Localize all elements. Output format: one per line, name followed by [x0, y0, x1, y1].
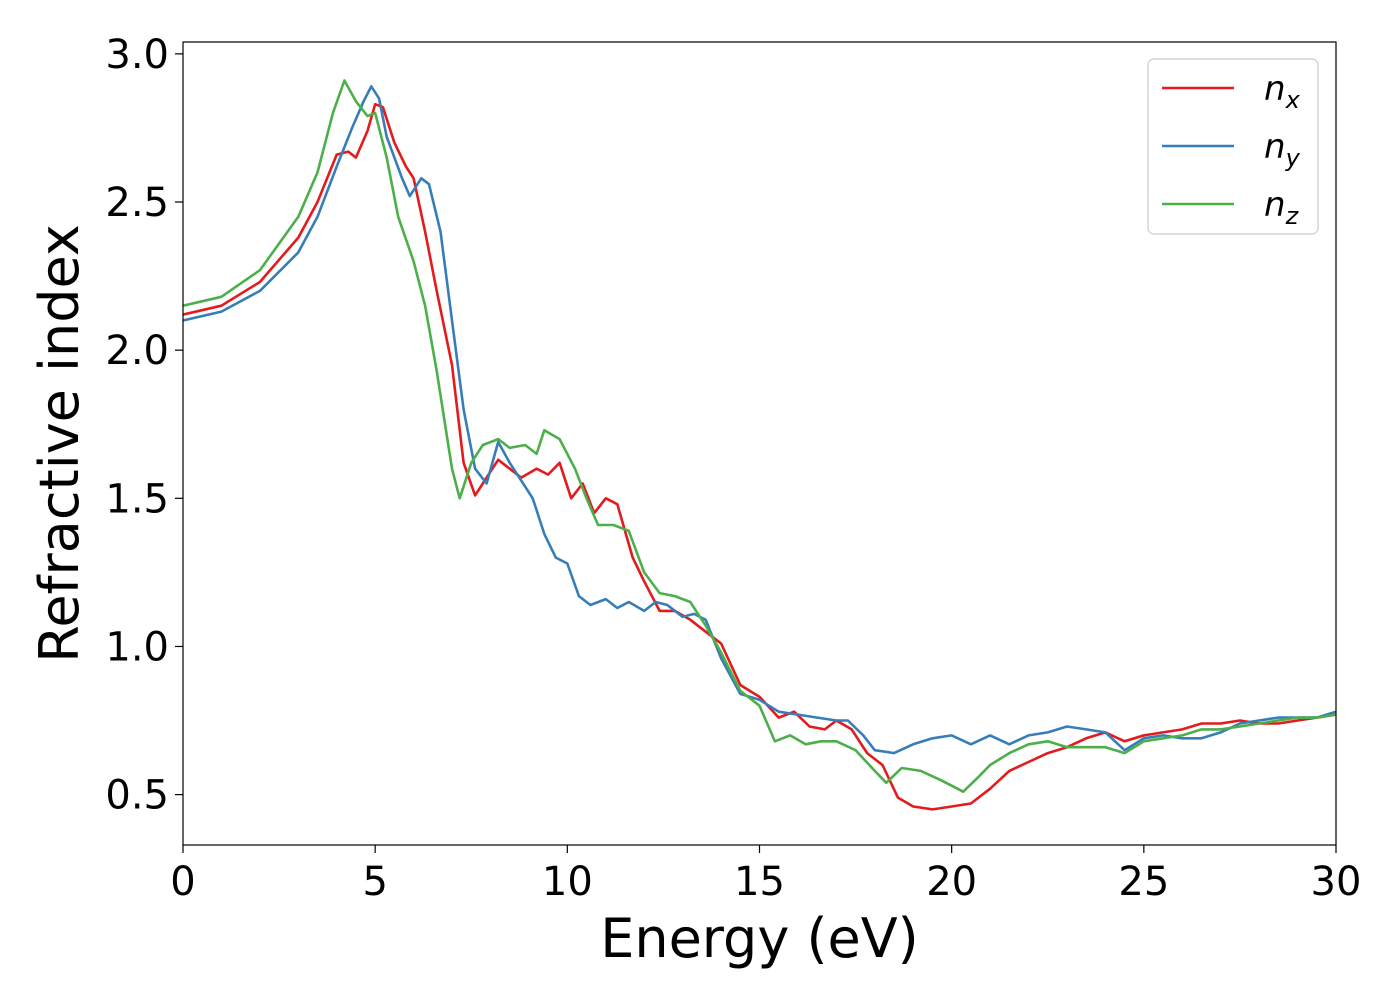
- x-tick-label: 30: [1311, 859, 1362, 905]
- x-tick-label: 5: [362, 859, 387, 905]
- x-tick-label: 15: [734, 859, 785, 905]
- y-axis: 0.5 1.0 1.5 2.0 2.5 3.0: [105, 32, 183, 819]
- x-tick-label: 0: [170, 859, 195, 905]
- y-tick-label: 1.5: [105, 476, 169, 522]
- x-tick-label: 10: [542, 859, 593, 905]
- series-line-ny: [183, 85, 1336, 755]
- x-axis: 0 5 10 15 20 25 30: [170, 845, 1361, 905]
- y-tick-label: 0.5: [105, 773, 169, 819]
- series-line-nz: [183, 79, 1336, 793]
- y-tick-label: 3.0: [105, 32, 169, 78]
- y-axis-title: Refractive index: [28, 224, 91, 663]
- y-tick-label: 2.0: [105, 328, 169, 374]
- x-tick-label: 25: [1118, 859, 1169, 905]
- x-tick-label: 20: [926, 859, 977, 905]
- x-axis-title: Energy (eV): [600, 907, 919, 970]
- plot-lines: [183, 79, 1336, 811]
- y-tick-label: 1.0: [105, 624, 169, 670]
- y-tick-label: 2.5: [105, 180, 169, 226]
